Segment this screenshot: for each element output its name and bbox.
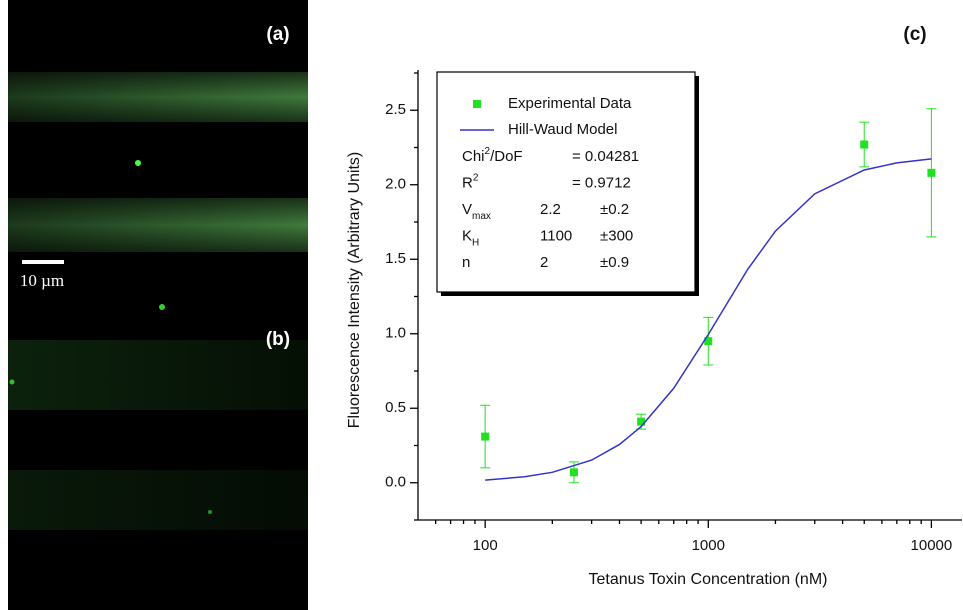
data-point [860,140,869,149]
fit-param-part: n [462,254,470,271]
fit-param-part: H [472,237,479,248]
panel-label: (c) [903,24,926,45]
fit-param: R2 [462,172,479,191]
panel-label: (b) [266,329,290,350]
data-point [637,417,646,426]
y-tick-label: 0.5 [385,399,406,416]
x-axis-label: Tetanus Toxin Concentration (nM) [589,571,828,588]
fit-value: = 0.04281 [572,148,639,165]
legend-marker [473,100,481,108]
fit-param-part: R [462,174,473,191]
x-tick-label: 100 [473,537,498,554]
data-point [569,468,578,477]
fit-error: ±0.2 [600,201,629,218]
fit-param-part: K [462,227,472,244]
fit-value: = 0.9712 [572,174,631,191]
fit-param-part: 2 [473,172,479,183]
x-tick-label: 1000 [692,537,725,554]
x-tick-label: 10000 [911,537,953,554]
fit-param: KH [462,227,479,248]
data-point [704,337,713,346]
fit-value: 1100 [540,227,572,244]
fit-curve [485,158,932,481]
fit-value: 2.2 [540,201,561,218]
fit-param-part: Chi [462,148,485,165]
fit-param: Chi2/DoF [462,146,523,165]
data-point [481,432,490,441]
fit-param: n [462,254,470,271]
fit-param-part: max [472,211,491,222]
legend-label: Experimental Data [508,95,632,112]
y-tick-label: 2.0 [385,176,406,193]
legend [436,71,699,296]
fit-param-part: V [462,201,472,218]
y-axis-label: Fluorescence Intensity (Arbitrary Units) [346,152,363,429]
fit-value: 2 [540,254,548,271]
data-point [927,168,936,177]
micrograph [8,0,308,610]
y-tick-label: 2.5 [385,101,406,118]
scale-label: 10 µm [20,271,64,290]
legend-label: Hill-Waud Model [508,121,617,138]
y-tick-label: 1.5 [385,250,406,267]
y-tick-label: 1.0 [385,325,406,342]
fit-param-part: /DoF [490,148,523,165]
fit-error: ±0.9 [600,254,629,271]
panel-label: (a) [266,24,289,45]
fit-param-part: 2 [485,146,491,157]
fit-error: ±300 [600,227,633,244]
fit-param: Vmax [462,201,491,222]
y-tick-label: 0.0 [385,474,406,491]
